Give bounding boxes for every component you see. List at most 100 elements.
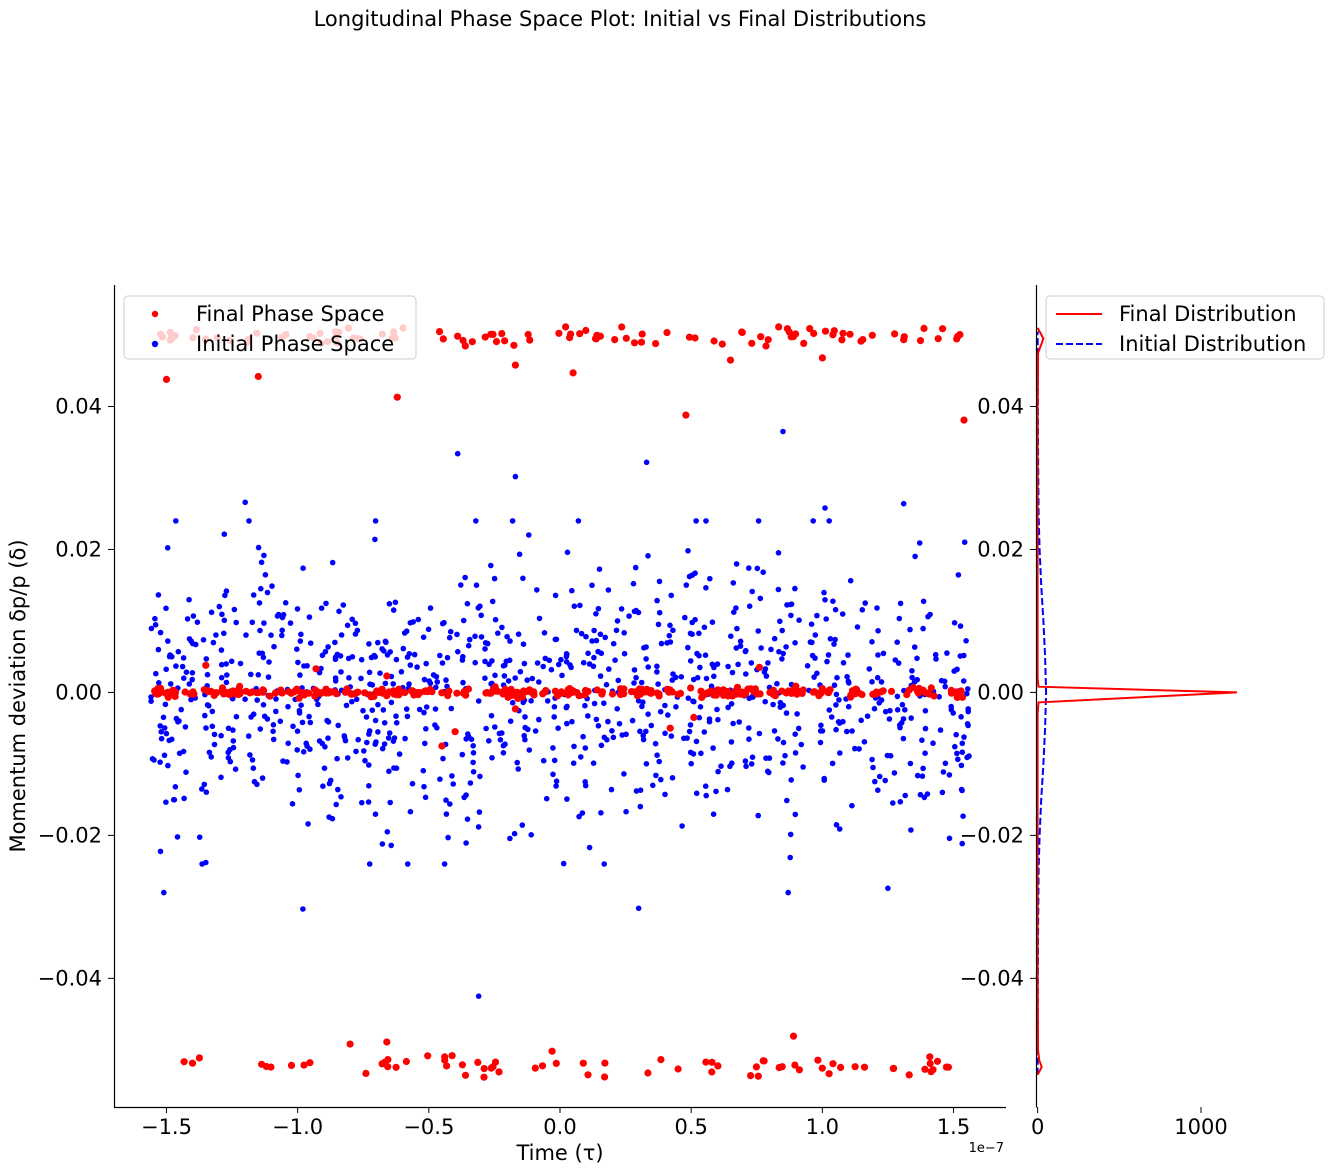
initial-phase-space-point [325, 644, 331, 650]
final-phase-space-point [702, 1058, 710, 1066]
initial-phase-space-point [489, 598, 496, 605]
initial-phase-space-point [655, 681, 661, 687]
initial-phase-space-point [715, 716, 721, 723]
initial-phase-space-point [386, 730, 393, 736]
initial-phase-space-point [307, 746, 313, 752]
initial-phase-space-point [821, 589, 827, 596]
initial-phase-space-point [298, 631, 304, 638]
initial-phase-space-point [777, 618, 783, 625]
final-phase-space-point [322, 689, 330, 697]
x-axis-multiplier: 1e−7 [969, 1141, 1004, 1156]
initial-phase-space-point [250, 765, 257, 771]
initial-phase-space-point [300, 749, 307, 755]
hist-y-tick-label: 0.02 [977, 537, 1024, 561]
initial-phase-space-point [387, 799, 394, 806]
initial-phase-space-point [643, 656, 649, 662]
final-phase-space-point [708, 1068, 716, 1076]
initial-phase-space-point [492, 724, 498, 730]
final-phase-space-point [916, 337, 925, 345]
initial-phase-space-point [601, 700, 607, 706]
final-phase-space-point [714, 686, 722, 694]
initial-phase-space-point [666, 632, 673, 639]
initial-phase-space-point [664, 640, 670, 646]
initial-phase-space-point [551, 704, 558, 710]
final-phase-space-point [638, 330, 646, 338]
initial-phase-space-point [447, 801, 453, 807]
initial-phase-space-point [869, 679, 875, 685]
initial-phase-space-point [332, 639, 338, 646]
final-phase-space-point [744, 685, 752, 693]
initial-phase-space-point [955, 756, 961, 763]
initial-phase-space-point [256, 600, 263, 606]
initial-phase-space-point [294, 747, 301, 753]
initial-phase-space-point [812, 655, 818, 661]
final-phase-space-point [652, 340, 660, 348]
initial-phase-space-point [785, 889, 791, 896]
initial-phase-space-point [629, 717, 636, 724]
initial-phase-space-point [640, 732, 646, 739]
final-phase-space-point [530, 691, 538, 699]
initial-phase-space-point [271, 643, 277, 650]
final-phase-space-point [757, 333, 765, 341]
initial-phase-space-point [285, 740, 292, 747]
initial-phase-space-point [595, 648, 601, 655]
initial-phase-space-point [696, 714, 703, 721]
initial-phase-space-point [540, 663, 546, 670]
final-phase-space-point [424, 1052, 432, 1060]
initial-phase-space-point [421, 783, 427, 790]
final-phase-space-point [489, 685, 498, 694]
final-phase-space-point [576, 330, 584, 338]
initial-phase-space-point [532, 728, 539, 734]
final-phase-space-point [189, 690, 197, 698]
initial-phase-space-point [287, 620, 294, 626]
initial-phase-space-point [569, 587, 575, 594]
initial-phase-space-point [460, 679, 466, 686]
final-phase-space-point [453, 689, 461, 697]
initial-phase-space-point [495, 630, 501, 636]
initial-phase-space-point [189, 676, 195, 683]
initial-phase-space-point [520, 641, 527, 647]
initial-phase-space-point [729, 669, 736, 676]
initial-phase-space-point [917, 791, 924, 798]
initial-phase-space-point [152, 615, 158, 622]
initial-phase-space-point [742, 648, 749, 655]
initial-phase-space-point [245, 733, 252, 739]
initial-phase-space-point [349, 654, 356, 660]
initial-phase-space-point [230, 727, 236, 733]
initial-phase-space-point [375, 701, 381, 708]
initial-phase-space-point [381, 720, 388, 726]
initial-phase-space-point [864, 713, 871, 719]
initial-phase-space-point [507, 638, 513, 644]
final-phase-space-point [775, 323, 783, 331]
initial-phase-space-point [359, 799, 365, 806]
initial-phase-space-point [946, 772, 953, 778]
initial-phase-space-point [965, 706, 971, 712]
initial-phase-space-point [423, 704, 430, 710]
initial-phase-space-point [462, 574, 468, 581]
final-phase-space-point [690, 713, 698, 722]
initial-phase-space-point [183, 769, 189, 775]
initial-phase-space-point [388, 699, 395, 706]
initial-phase-space-point [349, 616, 356, 623]
final-phase-space-point [461, 1071, 470, 1079]
initial-phase-space-point [335, 786, 341, 793]
final-phase-space-point [312, 665, 320, 673]
final-phase-space-point [846, 330, 854, 338]
initial-phase-space-point [909, 668, 915, 674]
initial-phase-space-point [210, 639, 217, 646]
initial-phase-space-point [440, 755, 446, 762]
initial-phase-space-point [551, 714, 557, 720]
final-phase-space-point [438, 742, 446, 750]
initial-phase-space-point [157, 629, 164, 636]
initial-phase-space-point [746, 725, 752, 731]
initial-phase-space-point [788, 612, 794, 619]
initial-phase-space-point [900, 500, 907, 507]
initial-phase-space-point [492, 672, 498, 679]
initial-phase-space-point [447, 628, 454, 635]
final-phase-space-point [584, 1071, 592, 1079]
final-phase-space-point [461, 342, 469, 350]
initial-phase-space-point [218, 774, 224, 781]
final-phase-space-point [748, 339, 756, 347]
initial-phase-space-point [911, 679, 918, 685]
final-phase-space-point [860, 1063, 869, 1071]
